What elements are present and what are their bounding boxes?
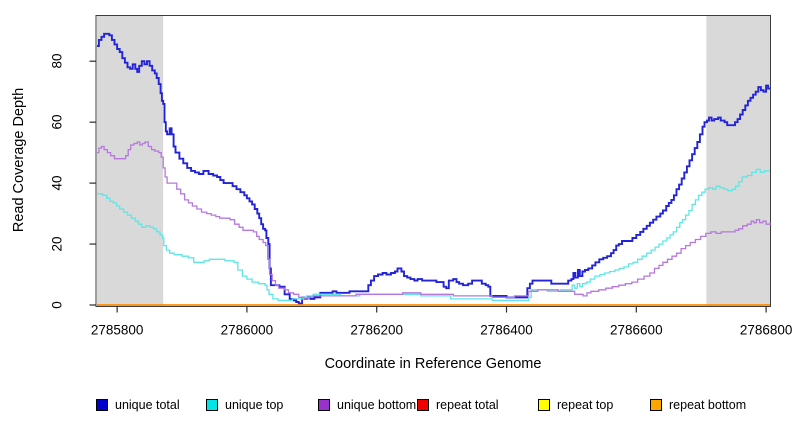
shaded-region xyxy=(706,15,770,307)
y-tick-label: 0 xyxy=(49,301,65,309)
y-tick-label: 40 xyxy=(49,175,65,191)
series-line-unique-bottom xyxy=(97,141,771,300)
y-tick-label: 80 xyxy=(49,53,65,69)
legend-item-unique-total: unique total xyxy=(96,397,180,413)
series-line-unique-total xyxy=(97,32,770,305)
legend: unique total unique top unique bottom repea… xyxy=(0,397,792,417)
legend-label: repeat bottom xyxy=(669,398,747,412)
legend-item-unique-bottom: unique bottom xyxy=(318,397,416,413)
legend-label: repeat top xyxy=(557,398,614,412)
legend-label: unique bottom xyxy=(337,398,417,412)
legend-item-repeat-total: repeat total xyxy=(417,397,499,413)
legend-item-repeat-top: repeat top xyxy=(538,397,613,413)
legend-label: repeat total xyxy=(436,398,499,412)
x-tick-label: 2786400 xyxy=(480,322,533,338)
x-tick-label: 2786600 xyxy=(610,322,663,338)
legend-swatch-icon xyxy=(318,399,330,411)
y-tick-label: 20 xyxy=(49,236,65,252)
legend-item-unique-top: unique top xyxy=(206,397,283,413)
legend-item-repeat-bottom: repeat bottom xyxy=(650,397,746,413)
y-tick-label: 60 xyxy=(49,114,65,130)
legend-label: unique total xyxy=(115,398,180,412)
x-tick-label: 2786200 xyxy=(350,322,403,338)
legend-swatch-icon xyxy=(417,399,429,411)
x-tick-label: 2786000 xyxy=(220,322,274,338)
legend-label: unique top xyxy=(225,398,284,412)
x-axis-title: Coordinate in Reference Genome xyxy=(324,356,542,372)
x-tick-label: 2785800 xyxy=(90,322,144,338)
plot-box xyxy=(95,15,771,307)
legend-swatch-icon xyxy=(650,399,662,411)
y-axis-title: Read Coverage Depth xyxy=(11,87,27,233)
legend-swatch-icon xyxy=(96,399,108,411)
shaded-region xyxy=(97,15,164,307)
legend-swatch-icon xyxy=(206,399,218,411)
x-tick-label: 2786800 xyxy=(739,322,792,338)
legend-swatch-icon xyxy=(538,399,550,411)
